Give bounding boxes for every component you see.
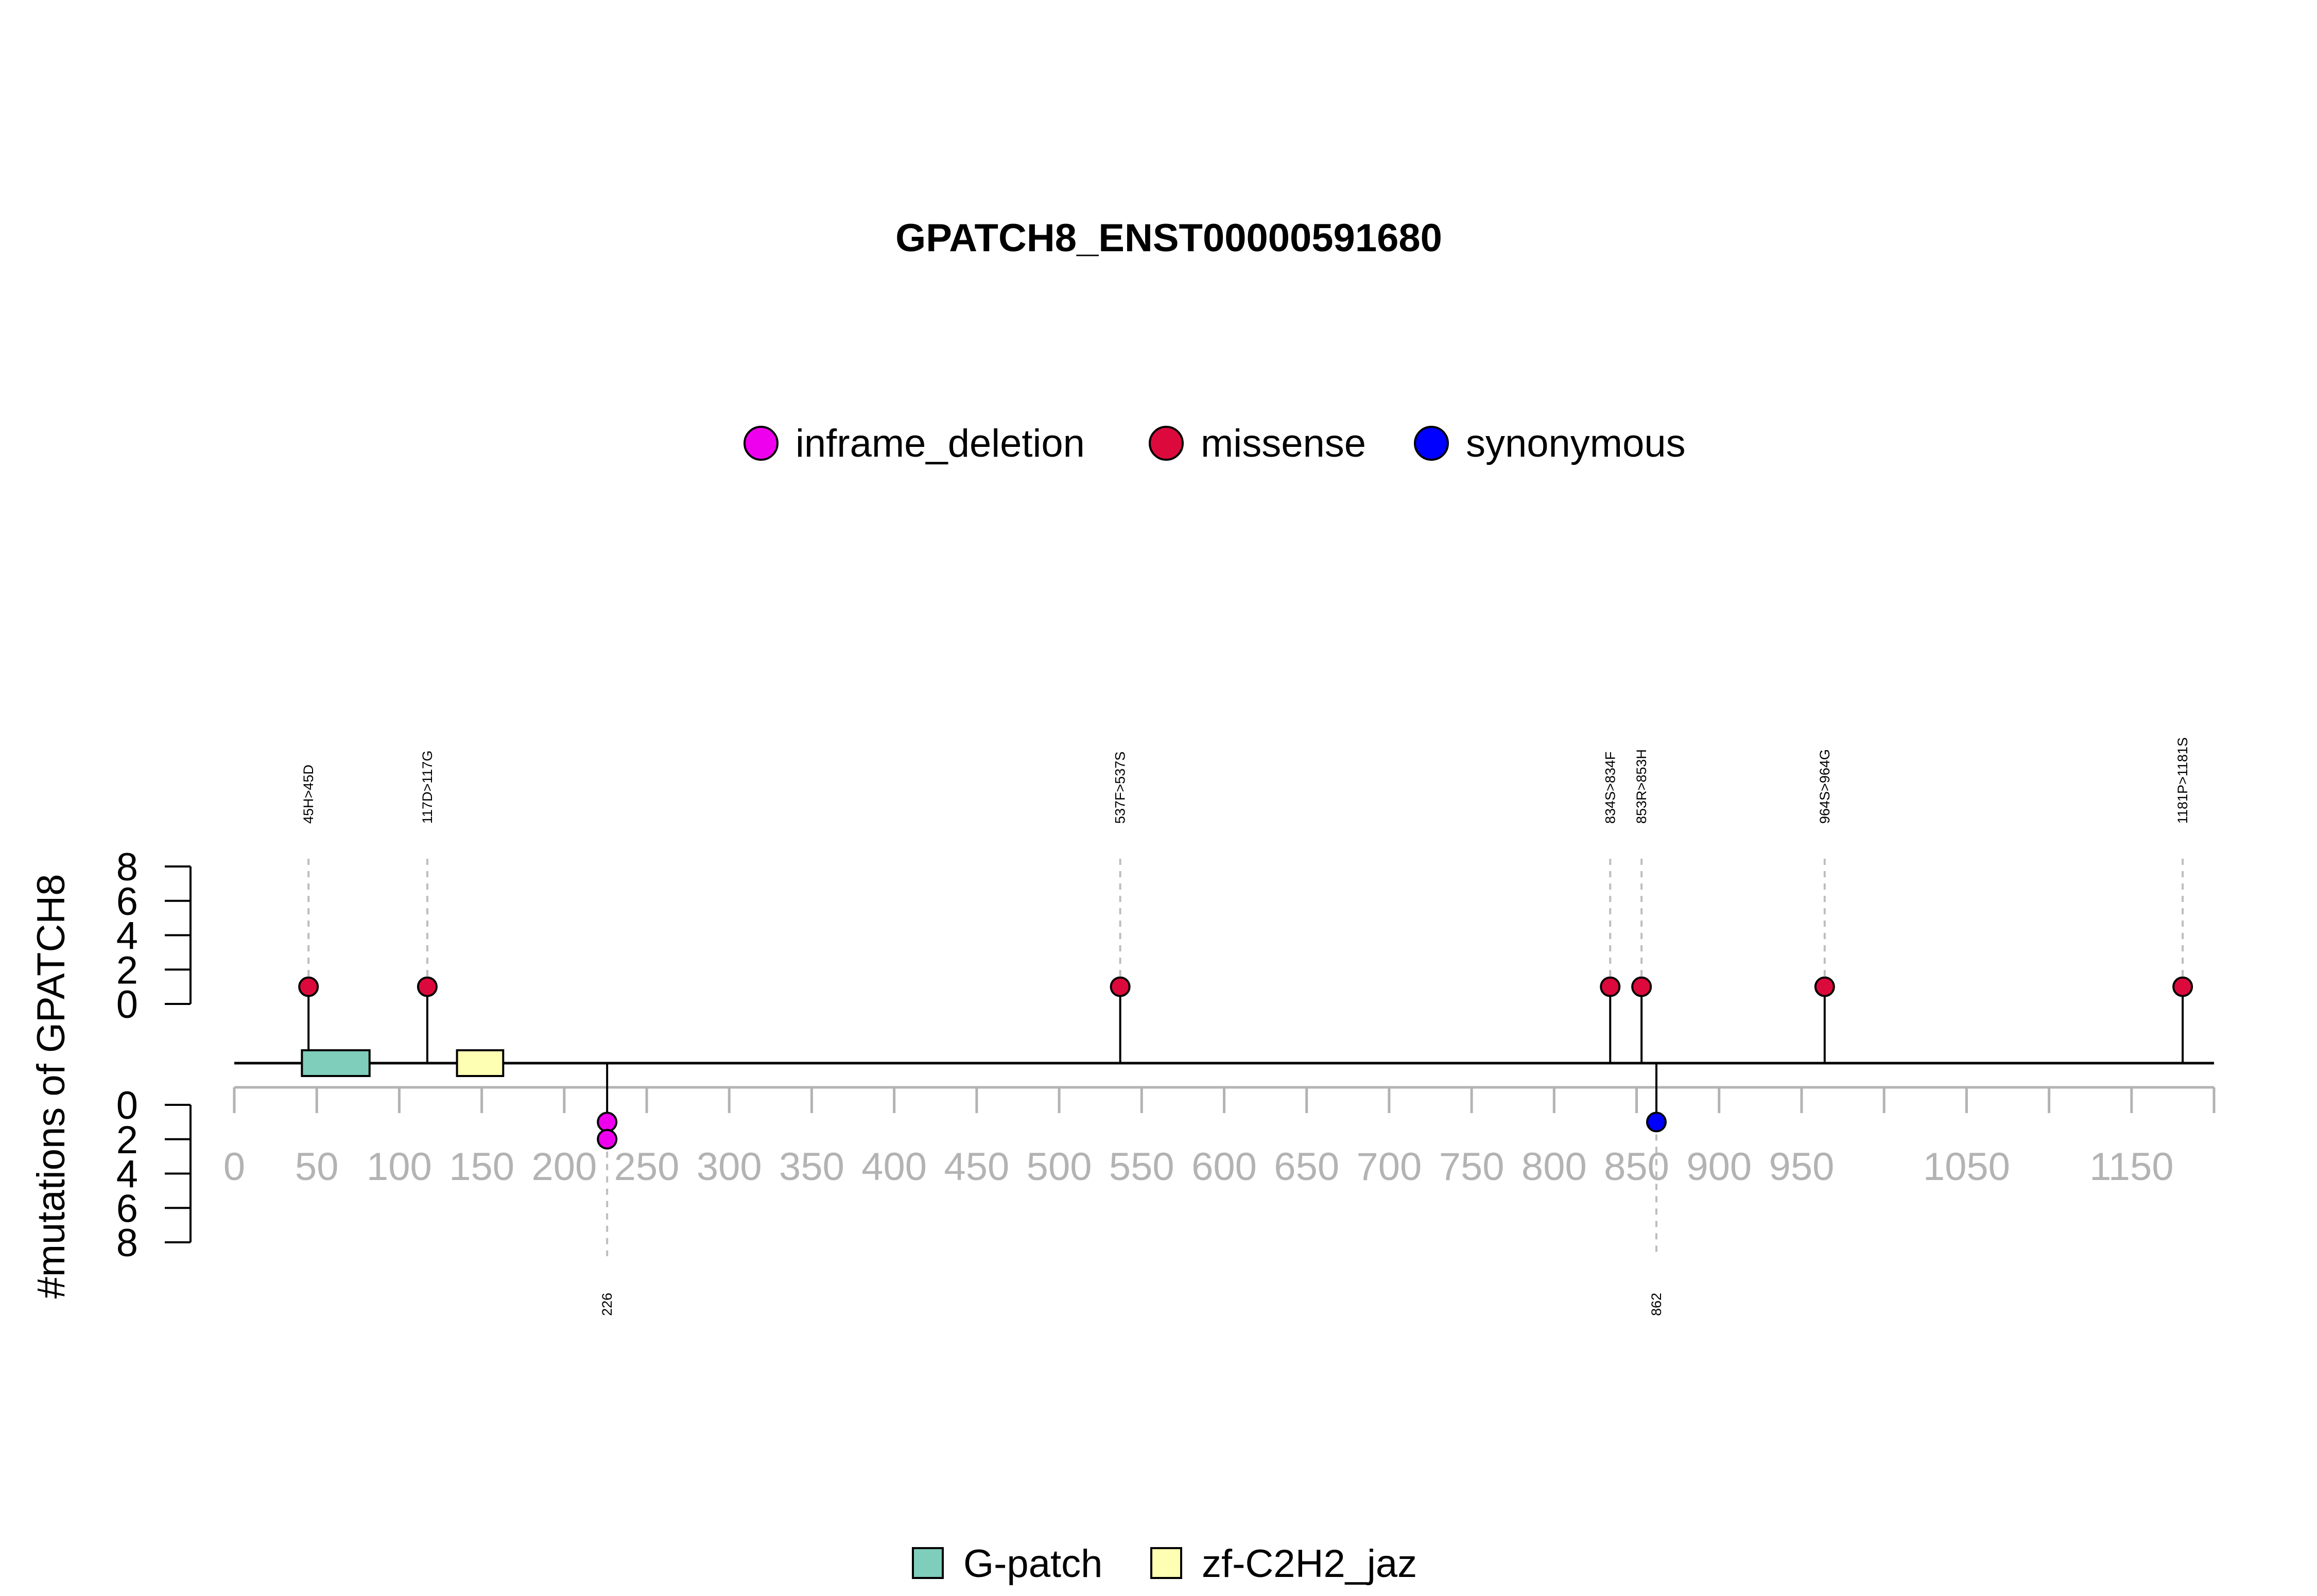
mutation-label-537: 537F>537S: [1113, 752, 1128, 824]
mutation-label-45: 45H>45D: [301, 765, 316, 824]
x-tick-label-400: 400: [861, 1145, 927, 1189]
x-tick-label-950: 950: [1769, 1145, 1835, 1189]
mutation-label-964: 964S>964G: [1817, 749, 1832, 824]
legend-marker-zf-C2H2_jaz: [1150, 1547, 1182, 1579]
x-tick-label-300: 300: [697, 1145, 762, 1189]
protein-domains: [301, 1049, 505, 1077]
x-tick-label-700: 700: [1357, 1145, 1422, 1189]
x-tick-label-150: 150: [449, 1145, 514, 1189]
mutation-point-964: [1814, 976, 1835, 997]
legend-label-synonymous: synonymous: [1466, 422, 1686, 465]
legend-label-G-patch: G-patch: [963, 1542, 1102, 1586]
x-tick-label-350: 350: [779, 1145, 844, 1189]
x-tick-label-0: 0: [223, 1145, 245, 1189]
mutation-point-45: [298, 976, 319, 997]
x-tick-label-550: 550: [1109, 1145, 1174, 1189]
y-tick-label-bottom-8: 8: [116, 1221, 138, 1265]
y-tick-label-bottom-2: 2: [116, 1118, 138, 1162]
x-axis: 0 50 100 150 200 250 300 350 400 450 500 550 600 650 7…: [223, 1086, 2216, 1189]
mutation-point-862-1: [1646, 1112, 1667, 1133]
mutation-label-834: 834S>834F: [1602, 752, 1618, 824]
y-tick-label-top-6: 6: [116, 880, 138, 924]
mutation-point-117: [417, 976, 438, 997]
y-tick-label-bottom-0: 0: [116, 1084, 138, 1127]
x-tick-label-1050: 1050: [1923, 1145, 2010, 1189]
mutation-legend: inframe_deletion missense synonymous: [743, 422, 1686, 465]
legend-label-missense: missense: [1201, 422, 1366, 465]
mutation-label-862: 862: [1649, 1293, 1664, 1316]
x-tick-label-800: 800: [1521, 1145, 1587, 1189]
legend-marker-missense: [1149, 426, 1184, 461]
mutation-point-537: [1110, 976, 1131, 997]
x-tick-label-650: 650: [1274, 1145, 1339, 1189]
x-tick-label-100: 100: [367, 1145, 432, 1189]
x-tick-label-500: 500: [1027, 1145, 1092, 1189]
x-tick-label-200: 200: [531, 1145, 597, 1189]
y-axis-label: #mutations of GPATCH8: [29, 874, 73, 1298]
mutation-point-226-2: [597, 1129, 618, 1150]
x-tick-label-850: 850: [1604, 1145, 1669, 1189]
y-tick-label-top-0: 0: [116, 983, 138, 1027]
legend-marker-inframe_deletion: [743, 426, 779, 461]
lollipops-top: 45H>45D 117D>117G 537F>537S 834S>834F 853R>8…: [298, 737, 2193, 1063]
chart-title: GPATCH8_ENST00000591680: [895, 216, 1442, 260]
lollipops-bottom: 226 862: [597, 1063, 1667, 1316]
x-tick-label-450: 450: [944, 1145, 1009, 1189]
x-tick-label-1150: 1150: [2089, 1145, 2173, 1189]
domain-legend: G-patch zf-C2H2_jaz: [912, 1542, 1417, 1586]
x-tick-label-250: 250: [614, 1145, 680, 1189]
x-tick-label-50: 50: [295, 1145, 339, 1189]
legend-marker-synonymous: [1414, 426, 1449, 461]
mutation-point-226-1: [597, 1112, 618, 1133]
x-tick-label-900: 900: [1686, 1145, 1752, 1189]
x-tick-label-750: 750: [1439, 1145, 1505, 1189]
y-tick-label-bottom-6: 6: [116, 1187, 138, 1230]
y-tick-label-bottom-4: 4: [116, 1153, 138, 1196]
mutation-label-1181: 1181P>1181S: [2175, 737, 2190, 824]
legend-marker-G-patch: [912, 1547, 944, 1579]
mutation-point-834: [1600, 976, 1621, 997]
domain-G-patch: [301, 1049, 371, 1077]
mutation-label-117: 117D>117G: [420, 751, 435, 824]
legend-label-zf-C2H2_jaz: zf-C2H2_jaz: [1202, 1542, 1417, 1586]
mutation-point-853: [1631, 976, 1652, 997]
legend-label-inframe_deletion: inframe_deletion: [796, 422, 1085, 465]
x-tick-label-600: 600: [1191, 1145, 1257, 1189]
domain-zf-C2H2_jaz: [456, 1049, 505, 1077]
mutation-label-226: 226: [599, 1293, 615, 1316]
y-tick-label-top-4: 4: [116, 914, 138, 958]
mutation-point-1181: [2172, 976, 2193, 997]
y-tick-label-top-8: 8: [116, 845, 138, 889]
mutation-label-853: 853R>853H: [1634, 749, 1649, 824]
y-tick-label-top-2: 2: [116, 948, 138, 992]
